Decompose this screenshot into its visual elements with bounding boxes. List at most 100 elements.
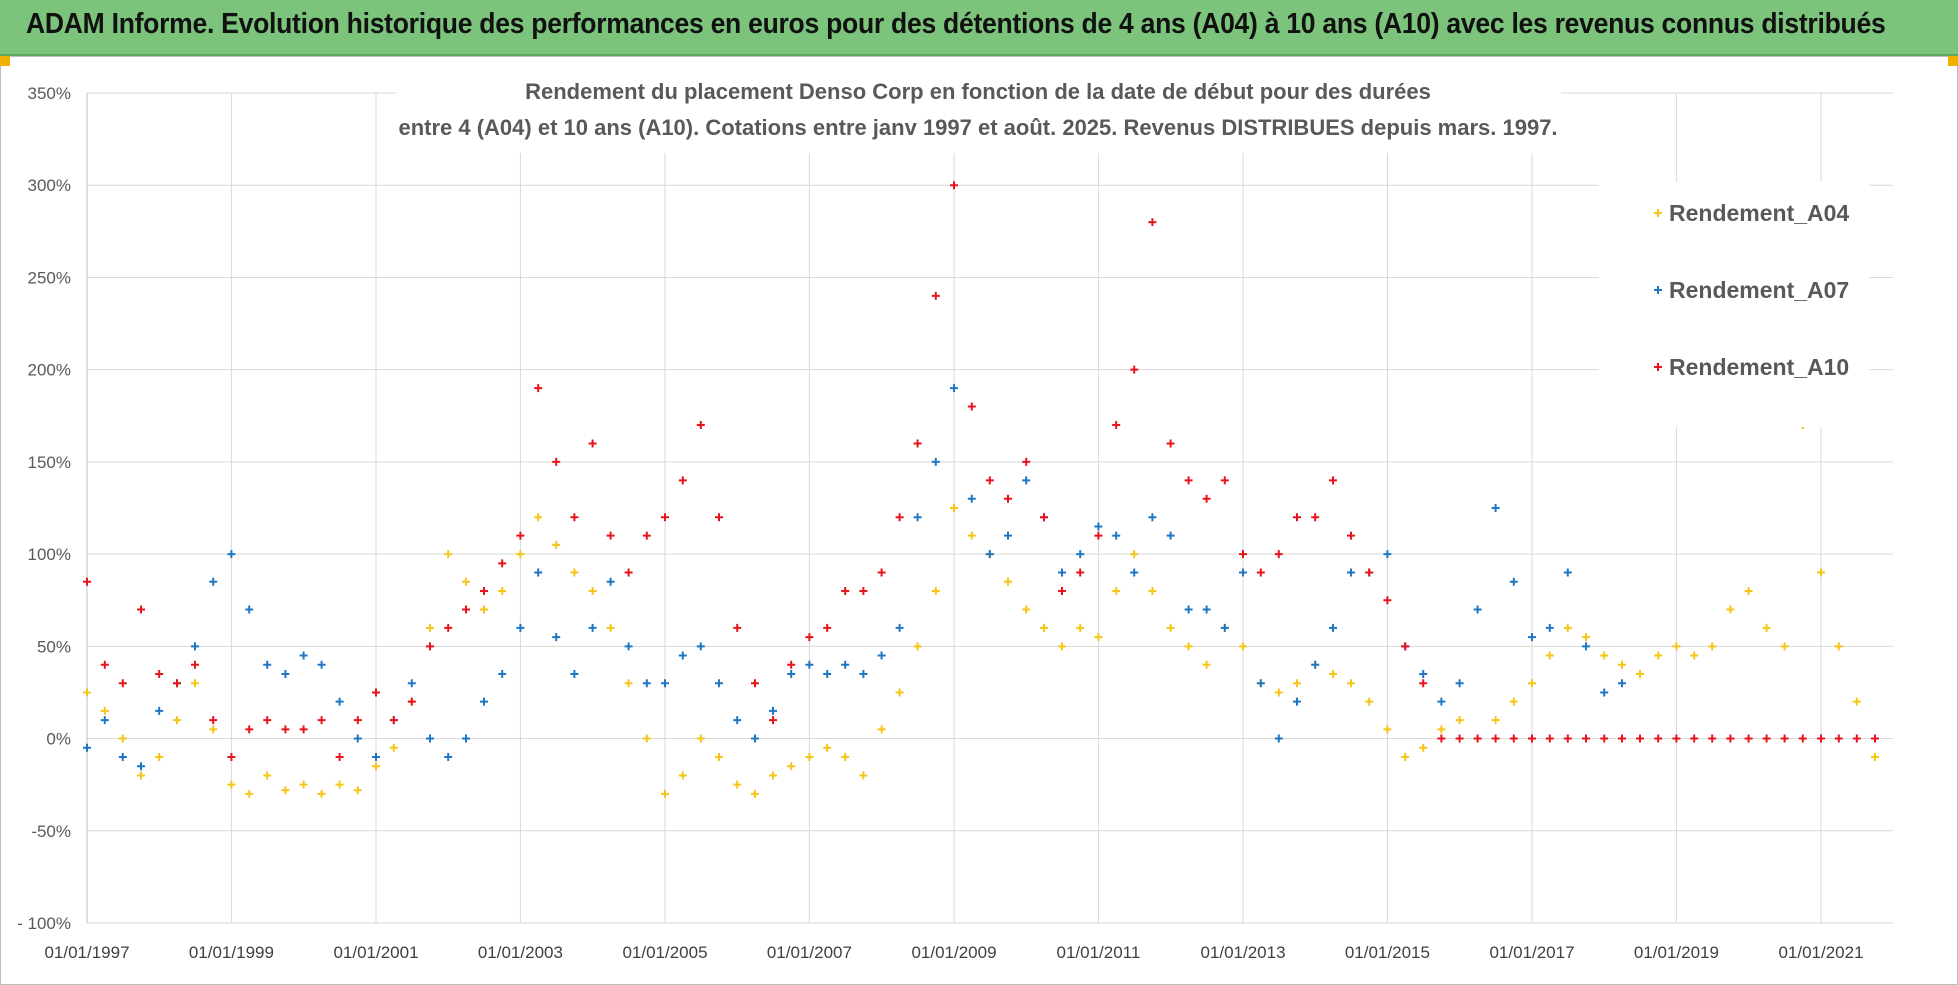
data-point	[1545, 651, 1554, 660]
data-point	[715, 753, 724, 761]
data-point	[1022, 476, 1031, 485]
data-point	[1455, 679, 1464, 688]
data-point	[498, 587, 507, 595]
data-point	[624, 568, 633, 577]
data-point	[1582, 633, 1590, 642]
data-point	[426, 623, 435, 632]
data-point	[426, 642, 435, 651]
y-tick-label: 350%	[28, 84, 71, 103]
data-point	[353, 786, 362, 795]
data-point	[805, 660, 814, 669]
data-point	[1130, 568, 1139, 577]
data-point	[1239, 550, 1247, 559]
x-tick-label: 01/01/1997	[44, 943, 129, 962]
data-point	[660, 789, 669, 798]
data-point	[1220, 623, 1229, 632]
y-tick-label: 100%	[28, 545, 71, 564]
data-point	[137, 771, 146, 780]
data-point	[823, 623, 832, 632]
data-point	[389, 716, 398, 725]
data-point	[1528, 679, 1536, 688]
data-point	[1365, 697, 1374, 706]
data-point	[805, 753, 814, 761]
data-point	[1419, 679, 1428, 688]
data-point	[1274, 688, 1283, 697]
data-point	[1852, 697, 1861, 706]
data-point	[1509, 697, 1518, 706]
data-point	[841, 660, 850, 669]
x-tick-label: 01/01/2017	[1489, 943, 1574, 962]
grid-lines	[86, 92, 1893, 924]
data-point	[191, 660, 200, 669]
legend-label: Rendement_A07	[1669, 277, 1849, 303]
data-point	[299, 725, 308, 734]
data-point	[606, 531, 615, 540]
data-point	[353, 734, 362, 743]
data-point	[642, 734, 651, 743]
data-point	[426, 734, 435, 743]
data-point	[895, 688, 904, 697]
data-point	[1274, 734, 1283, 743]
data-point	[100, 706, 109, 715]
data-point	[1293, 697, 1301, 706]
data-point	[191, 642, 200, 651]
data-point	[1184, 605, 1193, 614]
data-point	[83, 688, 91, 697]
data-point	[1130, 550, 1139, 559]
data-point	[444, 753, 453, 761]
data-point	[1437, 725, 1446, 734]
data-point	[1383, 725, 1392, 734]
data-point	[1329, 476, 1337, 485]
data-point	[335, 697, 344, 706]
data-point	[678, 771, 687, 780]
data-point	[823, 743, 832, 752]
data-point	[1365, 568, 1374, 577]
data-point	[1528, 734, 1536, 743]
data-point	[895, 513, 904, 522]
data-point	[877, 568, 886, 577]
data-point	[317, 716, 326, 725]
data-point	[281, 786, 290, 795]
data-point	[83, 577, 91, 586]
data-point	[588, 623, 597, 632]
data-point	[913, 513, 922, 522]
data-point	[859, 670, 868, 678]
data-point	[1509, 577, 1518, 586]
data-point	[1347, 531, 1355, 540]
data-point	[1076, 623, 1085, 632]
data-point	[696, 734, 705, 743]
series-rendement-a07	[83, 384, 1626, 771]
x-tick-label: 01/01/2007	[767, 943, 852, 962]
data-point	[1582, 642, 1590, 651]
data-point	[913, 642, 922, 651]
data-point	[1582, 734, 1590, 743]
data-point	[1817, 568, 1825, 577]
data-point	[931, 291, 940, 300]
data-point	[498, 670, 507, 678]
data-point	[949, 181, 958, 190]
data-point	[1076, 568, 1085, 577]
data-point	[588, 587, 597, 595]
data-point	[1563, 568, 1572, 577]
data-point	[787, 670, 796, 678]
data-point	[1509, 734, 1518, 743]
data-point	[642, 531, 651, 540]
data-point	[1744, 587, 1753, 595]
data-point	[118, 679, 127, 688]
data-point	[1871, 734, 1879, 743]
data-point	[1239, 642, 1247, 651]
data-point	[1618, 734, 1626, 743]
data-point	[696, 421, 705, 429]
title-background	[396, 67, 1561, 153]
data-point	[1220, 476, 1229, 485]
data-point	[444, 550, 453, 559]
chart-title-line2: entre 4 (A04) et 10 ans (A10). Cotations…	[398, 115, 1557, 140]
data-point	[462, 605, 471, 614]
data-point	[1798, 734, 1807, 743]
data-point	[841, 753, 850, 761]
data-point	[155, 753, 164, 761]
data-point	[949, 384, 958, 393]
data-point	[1618, 679, 1626, 688]
data-point	[859, 771, 868, 780]
data-point	[173, 679, 182, 688]
